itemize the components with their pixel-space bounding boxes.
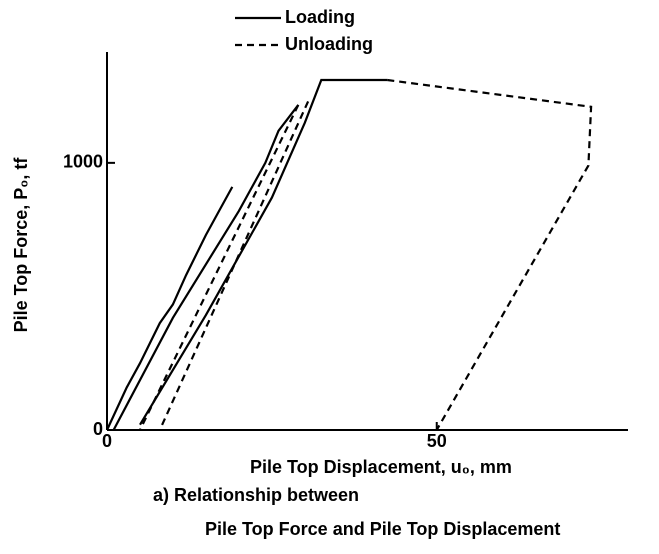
y-tick-label: 0: [93, 419, 103, 439]
x-tick-label: 0: [102, 431, 112, 451]
series-line: [139, 78, 593, 431]
caption: Pile Top Force and Pile Top Displacement: [205, 519, 560, 539]
legend-label: Unloading: [285, 34, 373, 54]
legend-label: Loading: [285, 7, 355, 27]
y-tick-label: 1000: [63, 152, 103, 172]
x-axis-label: Pile Top Displacement, u₀, mm: [250, 457, 512, 477]
y-axis-label: Pile Top Force, P₀, tf: [11, 157, 31, 333]
x-tick-label: 50: [427, 431, 447, 451]
series-line: [106, 78, 388, 431]
caption: a) Relationship between: [153, 485, 359, 505]
